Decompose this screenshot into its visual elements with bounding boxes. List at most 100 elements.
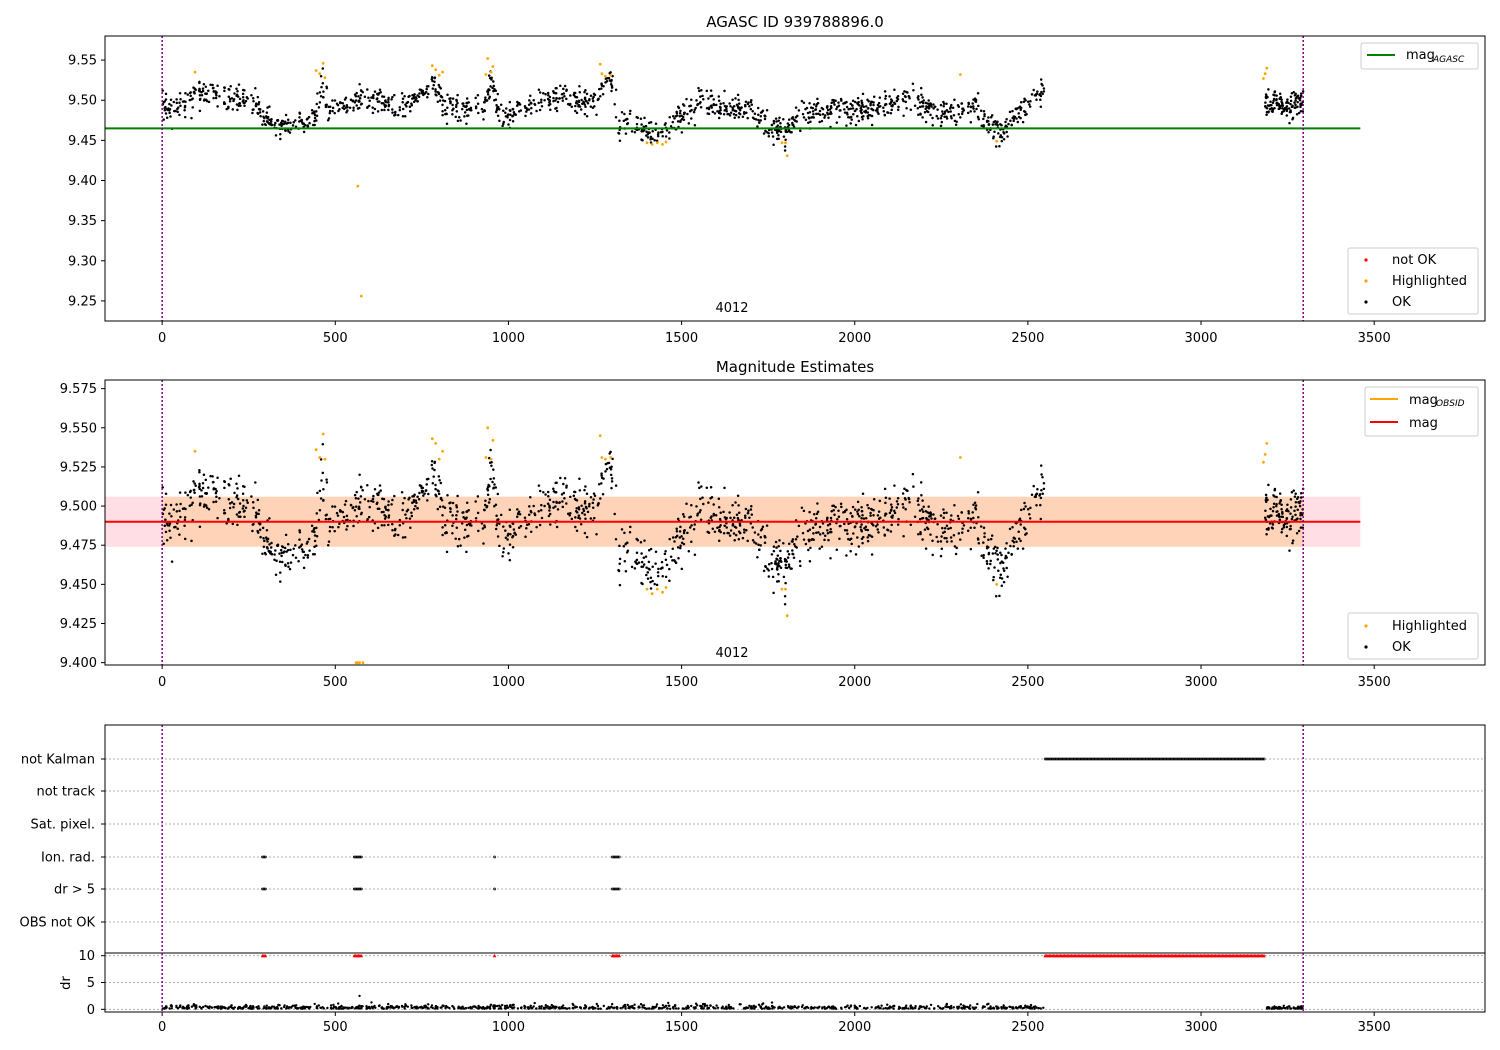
ok-point: [558, 501, 561, 504]
ok-point: [238, 502, 242, 505]
dr-point: [338, 1006, 341, 1009]
ok-point: [424, 489, 428, 492]
dr-point: [911, 1007, 914, 1010]
ok-point: [709, 89, 713, 92]
flag-marker: [493, 855, 496, 859]
ok-point: [211, 83, 214, 87]
ok-point: [456, 119, 460, 123]
ok-point: [818, 525, 822, 529]
ok-point: [430, 459, 434, 463]
ok-point: [338, 101, 342, 104]
ok-point: [1271, 527, 1274, 530]
dr-point: [511, 1003, 514, 1007]
y-tick-label: 9.25: [68, 294, 97, 309]
ok-point: [579, 522, 583, 526]
flag-marker: [1099, 757, 1102, 761]
ok-point: [320, 479, 323, 482]
ok-point: [711, 527, 715, 531]
ok-point: [547, 104, 551, 107]
dr-point: [743, 1006, 746, 1010]
dr-point: [475, 1006, 478, 1009]
ok-point: [719, 102, 722, 105]
dr-point: [858, 1004, 862, 1008]
ok-point: [1267, 88, 1270, 91]
highlighted-point: [650, 143, 654, 146]
ok-point: [668, 137, 671, 140]
ok-point: [953, 98, 956, 102]
ok-point: [451, 524, 454, 527]
ok-point: [942, 102, 946, 106]
ok-point: [304, 553, 307, 557]
ok-point: [252, 522, 255, 526]
ok-point: [939, 514, 943, 517]
ok-point: [483, 524, 486, 527]
highlighted-point: [323, 457, 327, 461]
ok-point: [384, 99, 387, 103]
flag-marker: [1084, 757, 1087, 761]
ok-point: [270, 117, 273, 121]
ok-point: [851, 505, 855, 509]
y-tick-label: 9.35: [68, 214, 97, 229]
ok-point: [436, 90, 440, 94]
ok-point: [996, 553, 999, 556]
ok-point: [168, 102, 171, 106]
ok-point: [920, 494, 923, 497]
dr-point: [533, 1001, 536, 1005]
dr-point: [972, 1007, 975, 1010]
ok-point: [223, 102, 227, 106]
ok-point: [357, 507, 360, 510]
ok-point: [245, 499, 249, 502]
ok-point: [617, 131, 620, 135]
dr-point: [866, 1006, 869, 1010]
ok-point: [425, 87, 428, 91]
ok-point: [1000, 584, 1004, 587]
ok-point: [341, 510, 345, 514]
ok-point: [989, 559, 992, 563]
ok-point: [1267, 483, 1270, 487]
ok-point: [772, 591, 775, 595]
ok-point: [243, 509, 246, 513]
ok-point: [927, 518, 930, 522]
flag-marker: [1103, 757, 1107, 761]
ok-point: [269, 550, 272, 554]
ok-point: [372, 96, 375, 100]
ok-point: [357, 95, 360, 98]
ok-point: [744, 100, 748, 103]
dr-point: [1035, 1006, 1038, 1009]
ok-point: [1273, 495, 1276, 498]
ok-point: [1277, 515, 1281, 518]
ok-point: [250, 495, 253, 498]
ok-point: [921, 538, 924, 541]
ok-point: [860, 523, 863, 526]
ok-point: [1017, 530, 1020, 533]
ok-point: [734, 113, 738, 117]
ok-point: [856, 101, 859, 105]
ok-point: [664, 575, 668, 579]
ok-point: [681, 512, 685, 516]
ok-point: [465, 108, 469, 112]
ok-point: [890, 104, 893, 108]
dr-point: [335, 1007, 338, 1010]
ok-point: [800, 506, 804, 509]
ok-point: [856, 510, 859, 513]
ok-point: [313, 539, 317, 543]
flag-marker: [1056, 757, 1060, 761]
ok-point: [235, 482, 238, 485]
ok-point: [202, 505, 206, 508]
ok-point: [372, 500, 375, 503]
ok-point: [972, 107, 975, 110]
ok-point: [430, 77, 434, 81]
ok-point: [346, 109, 349, 112]
ok-point: [163, 109, 167, 112]
ok-point: [463, 111, 467, 114]
ok-point: [511, 120, 515, 123]
ok-point: [328, 529, 332, 533]
highlighted-point: [358, 661, 361, 665]
ok-point: [492, 477, 496, 480]
ok-point: [1000, 553, 1003, 557]
dr-point: [535, 1007, 538, 1010]
ok-point: [414, 504, 417, 508]
ok-point: [807, 121, 810, 125]
highlighted-point: [1262, 77, 1265, 80]
flag-marker: [261, 855, 264, 859]
